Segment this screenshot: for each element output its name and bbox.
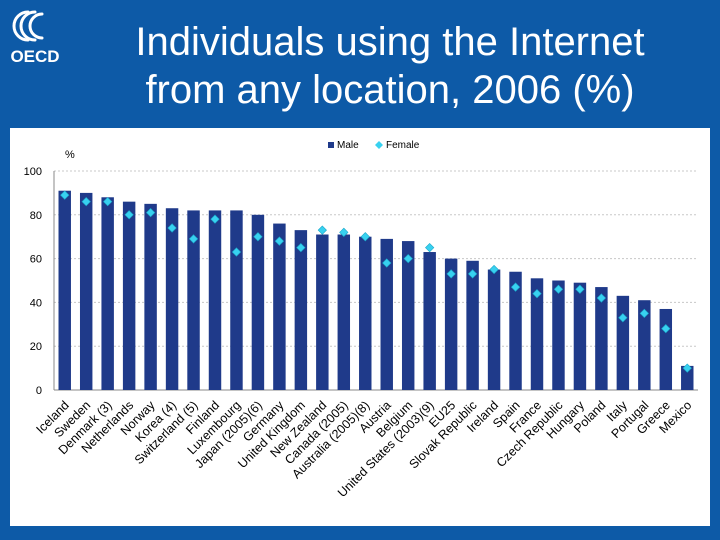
male-bar [79, 192, 93, 390]
female-marker [103, 197, 113, 207]
female-marker [360, 232, 370, 242]
male-bar [208, 210, 222, 390]
female-marker [403, 253, 413, 264]
legend-male-label: Male [337, 140, 359, 151]
legend-male-swatch [328, 142, 334, 148]
female-marker [618, 313, 628, 323]
y-tick-label: 60 [30, 254, 42, 266]
male-bar [251, 214, 265, 390]
male-bar [616, 295, 630, 390]
male-bar [552, 280, 565, 390]
female-marker [532, 289, 542, 299]
female-marker [317, 225, 327, 235]
male-bar [144, 203, 157, 390]
y-tick-label: 20 [30, 341, 42, 353]
female-marker [382, 258, 392, 268]
female-marker [467, 269, 478, 279]
female-marker [510, 282, 521, 292]
female-marker [553, 284, 564, 294]
female-marker [489, 264, 499, 275]
male-bar [101, 197, 114, 390]
female-marker [81, 197, 91, 207]
male-bar [122, 201, 136, 390]
female-marker [145, 207, 156, 218]
female-marker [682, 363, 692, 373]
male-bar [230, 210, 243, 390]
y-tick-label: 40 [30, 297, 42, 309]
male-bar [573, 282, 587, 390]
female-marker [167, 223, 177, 233]
male-bar [530, 278, 544, 390]
y-axis-ticks: 0 20 40 60 80 100 [24, 166, 42, 397]
male-bar [380, 238, 393, 390]
title-line-2: from any location, 2006 (%) [145, 68, 635, 112]
male-bar [294, 230, 308, 390]
male-bar [659, 308, 673, 390]
male-bar [681, 365, 694, 390]
legend-female-label: Female [386, 140, 420, 151]
male-bar [595, 287, 608, 390]
female-marker [446, 269, 456, 279]
logo-text: OECD [10, 47, 59, 66]
female-marker [253, 232, 263, 242]
male-bar [638, 300, 651, 390]
male-bar [359, 236, 372, 390]
female-marker [210, 214, 220, 224]
male-bar [58, 190, 71, 390]
legend: Male Female [328, 140, 420, 151]
male-bar [509, 271, 522, 390]
female-marker [124, 210, 134, 220]
y-tick-label: 0 [36, 385, 42, 397]
male-bar [401, 241, 415, 390]
female-marker [60, 190, 70, 200]
title-line-1: Individuals using the Internet [135, 20, 645, 64]
oecd-logo-icon: OECD [10, 10, 60, 66]
male-bar [337, 234, 351, 390]
male-bars [58, 190, 694, 390]
female-marker [425, 243, 435, 253]
female-marker [188, 234, 199, 244]
male-bar [487, 269, 501, 390]
male-bar [316, 234, 329, 390]
female-marker [296, 243, 306, 253]
male-bar [423, 252, 436, 390]
female-marker [231, 247, 242, 257]
female-marker [339, 227, 349, 237]
female-marker [596, 293, 607, 303]
y-tick-label: 100 [24, 166, 42, 178]
male-bar [165, 208, 179, 390]
chart-panel: 0 20 40 60 80 100 Iceland Sweden Denmark (3) Net… [10, 128, 710, 526]
female-marker [274, 236, 285, 246]
male-bar [466, 260, 479, 390]
y-axis-label: % [65, 149, 75, 161]
female-marker [575, 284, 585, 294]
female-marker [661, 324, 671, 334]
page-title: Individuals using the Internet from any … [70, 18, 710, 114]
male-bar [444, 258, 458, 390]
female-markers [60, 190, 692, 373]
male-bar [273, 223, 286, 390]
female-marker [639, 308, 649, 318]
male-bar [187, 210, 200, 390]
legend-female-swatch [375, 141, 383, 149]
grid-lines [53, 170, 698, 391]
y-tick-label: 80 [30, 210, 42, 222]
